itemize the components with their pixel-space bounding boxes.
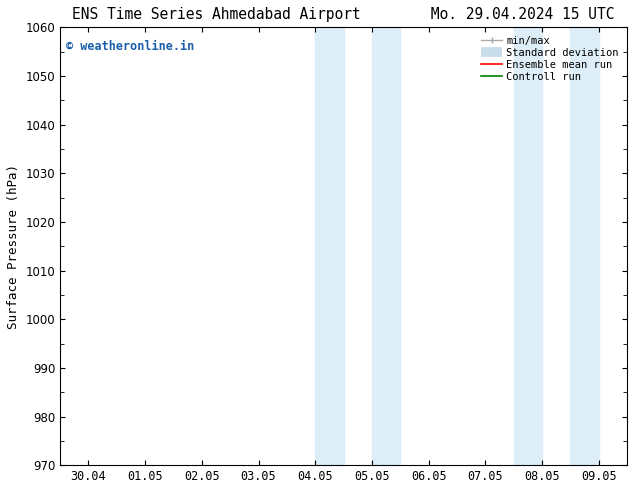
Legend: min/max, Standard deviation, Ensemble mean run, Controll run: min/max, Standard deviation, Ensemble me…	[478, 32, 622, 85]
Text: © weatheronline.in: © weatheronline.in	[66, 40, 194, 53]
Bar	[372, 27, 400, 465]
Title: ENS Time Series Ahmedabad Airport        Mo. 29.04.2024 15 UTC: ENS Time Series Ahmedabad Airport Mo. 29…	[72, 7, 615, 22]
Y-axis label: Surface Pressure (hPa): Surface Pressure (hPa)	[7, 164, 20, 329]
Bar	[315, 27, 344, 465]
Bar	[571, 27, 598, 465]
Bar	[514, 27, 542, 465]
